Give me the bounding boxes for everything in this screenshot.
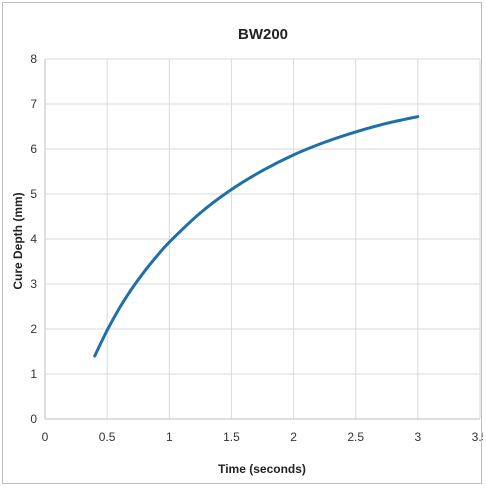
series-line [93, 115, 420, 358]
y-tick-label: 3 [30, 277, 37, 291]
x-axis-label: Time (seconds) [218, 462, 306, 476]
x-tick-label: 3.5 [472, 430, 483, 444]
x-tick-label: 3 [415, 430, 422, 444]
y-tick-label: 7 [30, 97, 37, 111]
x-tick-labels: 0 0.5 1 1.5 2 2.5 3 3.5 [42, 430, 483, 444]
y-tick-labels: 0 1 2 3 4 5 6 7 8 [30, 52, 37, 426]
x-tick-label: 1.5 [223, 430, 240, 444]
chart-frame: BW200 0 0.5 1 1.5 2 2.5 3 3.5 0 1 2 3 4 5 6 7 8 Time (s… [2, 2, 483, 484]
y-tick-label: 8 [30, 52, 37, 66]
y-tick-label: 5 [30, 187, 37, 201]
x-tick-label: 0 [42, 430, 49, 444]
y-tick-label: 4 [30, 232, 37, 246]
y-tick-label: 1 [30, 367, 37, 381]
x-tick-label: 2.5 [347, 430, 364, 444]
y-tick-label: 2 [30, 322, 37, 336]
grid [44, 58, 481, 420]
y-tick-label: 0 [30, 412, 37, 426]
y-axis-label: Cure Depth (mm) [11, 192, 25, 289]
chart-title: BW200 [238, 26, 288, 43]
series-layer [93, 115, 420, 358]
x-tick-label: 1 [166, 430, 173, 444]
x-tick-label: 2 [290, 430, 297, 444]
x-tick-label: 0.5 [99, 430, 116, 444]
line-chart: BW200 0 0.5 1 1.5 2 2.5 3 3.5 0 1 2 3 4 5 6 7 8 Time (s… [11, 26, 483, 476]
y-tick-label: 6 [30, 142, 37, 156]
